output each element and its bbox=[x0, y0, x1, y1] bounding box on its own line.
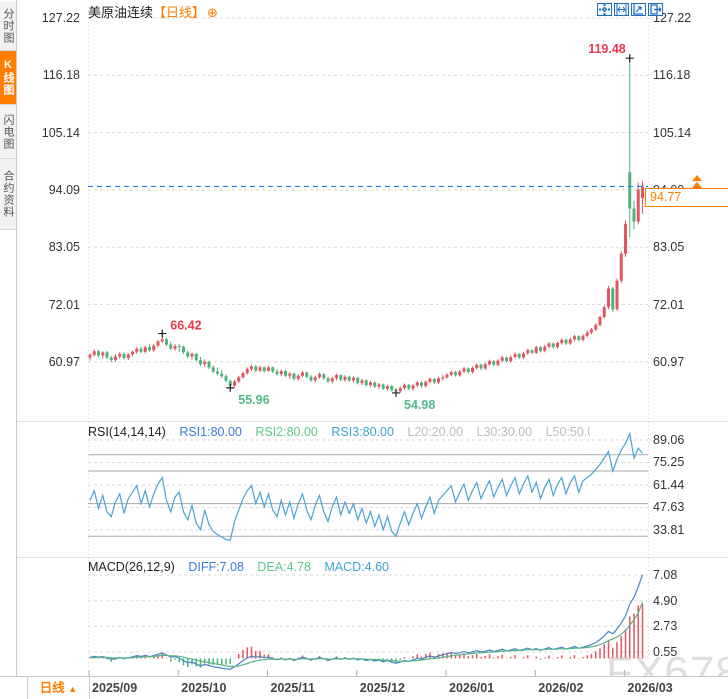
rsi-l20-value: L20:20.00 bbox=[407, 425, 464, 439]
sidebar-tab-lightning[interactable]: 闪电图 bbox=[0, 105, 16, 159]
last-price-badge: 94.77 bbox=[645, 188, 728, 207]
svg-text:119.48: 119.48 bbox=[588, 42, 626, 56]
main-y-label: 72.01 bbox=[653, 297, 685, 312]
rsi3-value: RSI3:80.00 bbox=[331, 425, 394, 439]
macd-title: MACD(26,12,9) bbox=[88, 560, 175, 574]
x-axis-label: 2026/03 bbox=[627, 681, 673, 695]
main-y-label: 94.09 bbox=[48, 182, 80, 197]
rsi-y-label: 61.44 bbox=[653, 477, 685, 492]
macd-histogram bbox=[89, 604, 644, 668]
macd-diff-value: DIFF:7.08 bbox=[188, 560, 244, 574]
x-axis-label: 2025/12 bbox=[359, 681, 405, 695]
rsi-line bbox=[89, 431, 643, 541]
range-select-icon[interactable] bbox=[614, 3, 629, 16]
macd-indicator-header[interactable]: MACD(26,12,9) DIFF:7.08 DEA:4.78 MACD:4.… bbox=[88, 560, 628, 574]
macd-macd-value: MACD:4.60 bbox=[324, 560, 389, 574]
price-annotations: 66.42 55.96 54.98 119.48 bbox=[158, 42, 634, 412]
period-selector[interactable]: 日线 ▲ bbox=[27, 677, 90, 699]
bottom-bar: 日线 ▲ 2025/09 2025/10 2025/11 2025/12 2026/01… bbox=[0, 676, 728, 699]
period-tag: 【日线】 bbox=[153, 5, 206, 20]
main-y-label: 72.01 bbox=[48, 297, 80, 312]
main-y-label: 60.97 bbox=[653, 354, 685, 369]
x-axis-label: 2025/10 bbox=[181, 681, 227, 695]
crosshair-icon[interactable] bbox=[597, 3, 612, 16]
page-forward-icon[interactable] bbox=[648, 3, 663, 16]
jump-to-latest-icon[interactable] bbox=[692, 175, 702, 189]
rsi-l50-value: L50:50.00 bbox=[545, 425, 590, 439]
rsi-l30-value: L30:30.00 bbox=[476, 425, 533, 439]
rsi-y-label: 33.81 bbox=[653, 523, 685, 537]
macd-dea-value: DEA:4.78 bbox=[257, 560, 311, 574]
candlestick-series bbox=[88, 58, 644, 393]
rsi-y-label: 47.63 bbox=[653, 500, 685, 515]
main-y-label: 105.14 bbox=[653, 125, 692, 140]
sidebar-tab-timeshare[interactable]: 分时图 bbox=[0, 2, 16, 51]
trend-draw-icon[interactable] bbox=[631, 3, 646, 16]
chart-type-sidebar: 分时图 K线图 闪电图 合约资料 bbox=[0, 0, 17, 699]
svg-text:54.98: 54.98 bbox=[404, 398, 435, 412]
x-axis-label: 2026/01 bbox=[449, 681, 495, 695]
macd-y-label: 4.90 bbox=[653, 593, 678, 608]
main-y-label: 83.05 bbox=[48, 240, 80, 255]
main-y-label: 83.05 bbox=[653, 240, 685, 255]
x-axis-label: 2025/11 bbox=[270, 681, 316, 695]
rsi-macd-separator bbox=[17, 557, 728, 558]
rsi2-value: RSI2:80.00 bbox=[255, 425, 318, 439]
chart-header: 美原油连续【日线】 ⊕ bbox=[88, 2, 218, 20]
macd-y-label: 7.08 bbox=[653, 568, 678, 582]
svg-text:66.42: 66.42 bbox=[170, 319, 201, 333]
chart-toolbar bbox=[597, 3, 663, 16]
main-y-label: 116.18 bbox=[653, 68, 691, 83]
period-arrow-icon: ▲ bbox=[68, 684, 78, 694]
macd-y-label: 0.55 bbox=[653, 644, 678, 659]
rsi-y-label: 75.25 bbox=[653, 455, 685, 470]
sidebar-tab-contract-info[interactable]: 合约资料 bbox=[0, 159, 16, 230]
indicator-add-icon[interactable]: ⊕ bbox=[207, 5, 218, 20]
symbol-name: 美原油连续 bbox=[88, 5, 154, 20]
rsi-title: RSI(14,14,14) bbox=[88, 425, 166, 439]
macd-diff-line bbox=[89, 574, 644, 670]
macd-dea-line bbox=[89, 601, 644, 668]
macd-y-label: 2.73 bbox=[653, 619, 678, 634]
rsi1-value: RSI1:80.00 bbox=[179, 425, 242, 439]
x-axis-label: 2025/09 bbox=[92, 681, 138, 695]
svg-text:55.96: 55.96 bbox=[238, 393, 269, 407]
x-axis-label: 2026/02 bbox=[538, 681, 584, 695]
period-label: 日线 bbox=[39, 681, 65, 695]
main-y-label: 127.22 bbox=[41, 11, 80, 25]
main-rsi-separator bbox=[17, 421, 728, 422]
rsi-indicator-header[interactable]: RSI(14,14,14) RSI1:80.00 RSI2:80.00 RSI3… bbox=[88, 425, 590, 439]
sidebar-tab-kline[interactable]: K线图 bbox=[0, 51, 16, 105]
main-y-label: 116.18 bbox=[42, 68, 80, 83]
main-y-label: 60.97 bbox=[48, 354, 80, 369]
gridlines bbox=[88, 10, 649, 676]
main-y-label: 105.14 bbox=[41, 125, 80, 140]
rsi-y-label: 89.06 bbox=[653, 433, 685, 447]
